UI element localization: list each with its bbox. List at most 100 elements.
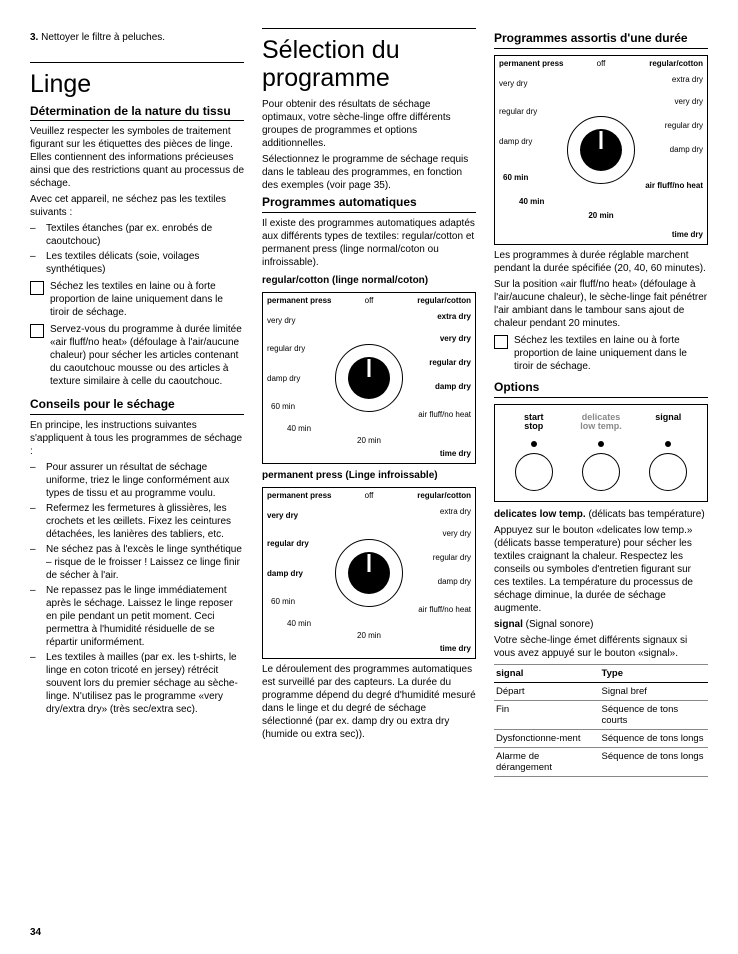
para: Appuyez sur le bouton «delicates low tem…: [494, 524, 708, 615]
dial-label: time dry: [440, 450, 471, 458]
dial-knob: [348, 357, 390, 399]
h2-tissu: Détermination de la nature du tissu: [30, 105, 244, 122]
h2-auto: Programmes automatiques: [262, 196, 476, 213]
dial-label: very dry: [267, 317, 295, 325]
dial-label-bold: permanent press: [267, 492, 331, 500]
dial-label-bold: 20 min: [588, 212, 613, 220]
dial-label-bold: regular dry: [429, 359, 471, 367]
dial-label: damp dry: [670, 146, 703, 154]
dial-label: off: [597, 60, 606, 68]
para: Il existe des programmes automatiques ad…: [262, 217, 476, 269]
dial-diagram-regular: permanent press off regular/cotton very …: [262, 292, 476, 464]
dial-label: 40 min: [287, 620, 311, 628]
para: Les programmes à durée réglable marchent…: [494, 249, 708, 275]
option-start-stop: startstop: [515, 413, 553, 491]
dial-label-bold: very dry: [440, 335, 471, 343]
dial-label: damp dry: [267, 375, 300, 383]
para: Votre sèche-linge émet différents signau…: [494, 634, 708, 660]
dial-label-bold: damp dry: [435, 383, 471, 391]
dial-label: regular/cotton: [417, 492, 471, 500]
option-delicates: delicateslow temp.: [580, 413, 622, 491]
rule: [30, 62, 244, 63]
dial-label: regular dry: [433, 554, 471, 562]
list-item: –Pour assurer un résultat de séchage uni…: [30, 461, 244, 500]
dial-knob: [348, 552, 390, 594]
para: Veuillez respecter les symboles de trait…: [30, 125, 244, 190]
checkbox-icon: [30, 281, 44, 295]
table-row: Dysfonctionne-mentSéquence de tons longs: [494, 729, 708, 747]
dial-label: 20 min: [357, 632, 381, 640]
h3-permanent: permanent press (Linge infroissable): [262, 470, 476, 481]
para: delicates low temp. (délicats bas tempér…: [494, 508, 708, 521]
checkbox-note: Servez-vous du programme à durée limitée…: [30, 323, 244, 388]
table-row: FinSéquence de tons courts: [494, 700, 708, 729]
button-icon: [582, 453, 620, 491]
h1-linge: Linge: [30, 71, 244, 99]
dial-label-bold: damp dry: [267, 570, 303, 578]
dial-label: damp dry: [499, 138, 532, 146]
dial-label: regular dry: [665, 122, 703, 130]
signals-table: signal Type DépartSignal bref FinSéquenc…: [494, 664, 708, 777]
h1-selection: Sélection du programme: [262, 37, 476, 92]
checkbox-note: Séchez les textiles en laine ou à forte …: [494, 334, 708, 373]
option-signal: signal: [649, 413, 687, 491]
dial-label: time dry: [440, 645, 471, 653]
dial-label: air fluff/no heat: [418, 411, 471, 419]
th-signal: signal: [494, 664, 600, 682]
dial-label: 60 min: [271, 598, 295, 606]
dial-label-bold: 60 min: [503, 174, 528, 182]
indicator-dot: [531, 441, 537, 447]
dial-label: 60 min: [271, 403, 295, 411]
dial-label: extra dry: [672, 76, 703, 84]
dial-label: regular/cotton: [649, 60, 703, 68]
indicator-dot: [665, 441, 671, 447]
h2-options: Options: [494, 381, 708, 398]
h3-regular: regular/cotton (linge normal/coton): [262, 275, 476, 286]
dial-label: regular/cotton: [417, 297, 471, 305]
para: Sélectionnez le programme de séchage req…: [262, 153, 476, 192]
dial-label: permanent press: [267, 297, 331, 305]
list-item: –Les textiles à mailles (par ex. les t-s…: [30, 651, 244, 716]
dial-label: very dry: [675, 98, 703, 106]
button-icon: [649, 453, 687, 491]
list-item: –Ne repassez pas le linge immédiatement …: [30, 584, 244, 649]
dial-label-bold: regular dry: [267, 540, 309, 548]
button-icon: [515, 453, 553, 491]
para: En principe, les instructions suivantes …: [30, 419, 244, 458]
dial-label: 40 min: [287, 425, 311, 433]
dial-diagram-timed: permanent press off regular/cotton very …: [494, 55, 708, 245]
dial-label: damp dry: [438, 578, 471, 586]
checkbox-icon: [494, 335, 508, 349]
table-row: Alarme de dérangementSéquence de tons lo…: [494, 747, 708, 776]
dial-label: regular dry: [499, 108, 537, 116]
dial-label-bold: air fluff/no heat: [645, 182, 703, 190]
dial-label: extra dry: [440, 508, 471, 516]
dial-diagram-permanent: permanent press off regular/cotton very …: [262, 487, 476, 659]
indicator-dot: [598, 441, 604, 447]
dial-label: very dry: [443, 530, 471, 538]
list-item: –Ne séchez pas à l'excès le linge synthé…: [30, 543, 244, 582]
list-item: –Refermez les fermetures à glissières, l…: [30, 502, 244, 541]
dial-label-bold: time dry: [672, 231, 703, 239]
para: Sur la position «air fluff/no heat» (déf…: [494, 278, 708, 330]
dial-knob: [580, 129, 622, 171]
step-3: 3. Nettoyer le filtre à peluches.: [30, 31, 244, 44]
para: Le déroulement des programmes automatiqu…: [262, 663, 476, 741]
rule: [262, 28, 476, 29]
dial-label: air fluff/no heat: [418, 606, 471, 614]
para: Avec cet appareil, ne séchez pas les tex…: [30, 193, 244, 219]
page-number: 34: [30, 927, 41, 938]
h2-duree: Programmes assortis d'une durée: [494, 32, 708, 49]
dial-label: permanent press: [499, 60, 563, 68]
options-diagram: startstop delicateslow temp. signal: [494, 404, 708, 502]
list-item: –Les textiles délicats (soie, voilages s…: [30, 250, 244, 276]
th-type: Type: [600, 664, 708, 682]
dial-label: 20 min: [357, 437, 381, 445]
list-item: –Textiles étanches (par ex. enrobés de c…: [30, 222, 244, 248]
dial-label-bold: extra dry: [437, 313, 471, 321]
dial-label-bold: 40 min: [519, 198, 544, 206]
table-row: DépartSignal bref: [494, 682, 708, 700]
dial-label: off: [365, 297, 374, 305]
dial-label: very dry: [499, 80, 527, 88]
para: Pour obtenir des résultats de séchage op…: [262, 98, 476, 150]
